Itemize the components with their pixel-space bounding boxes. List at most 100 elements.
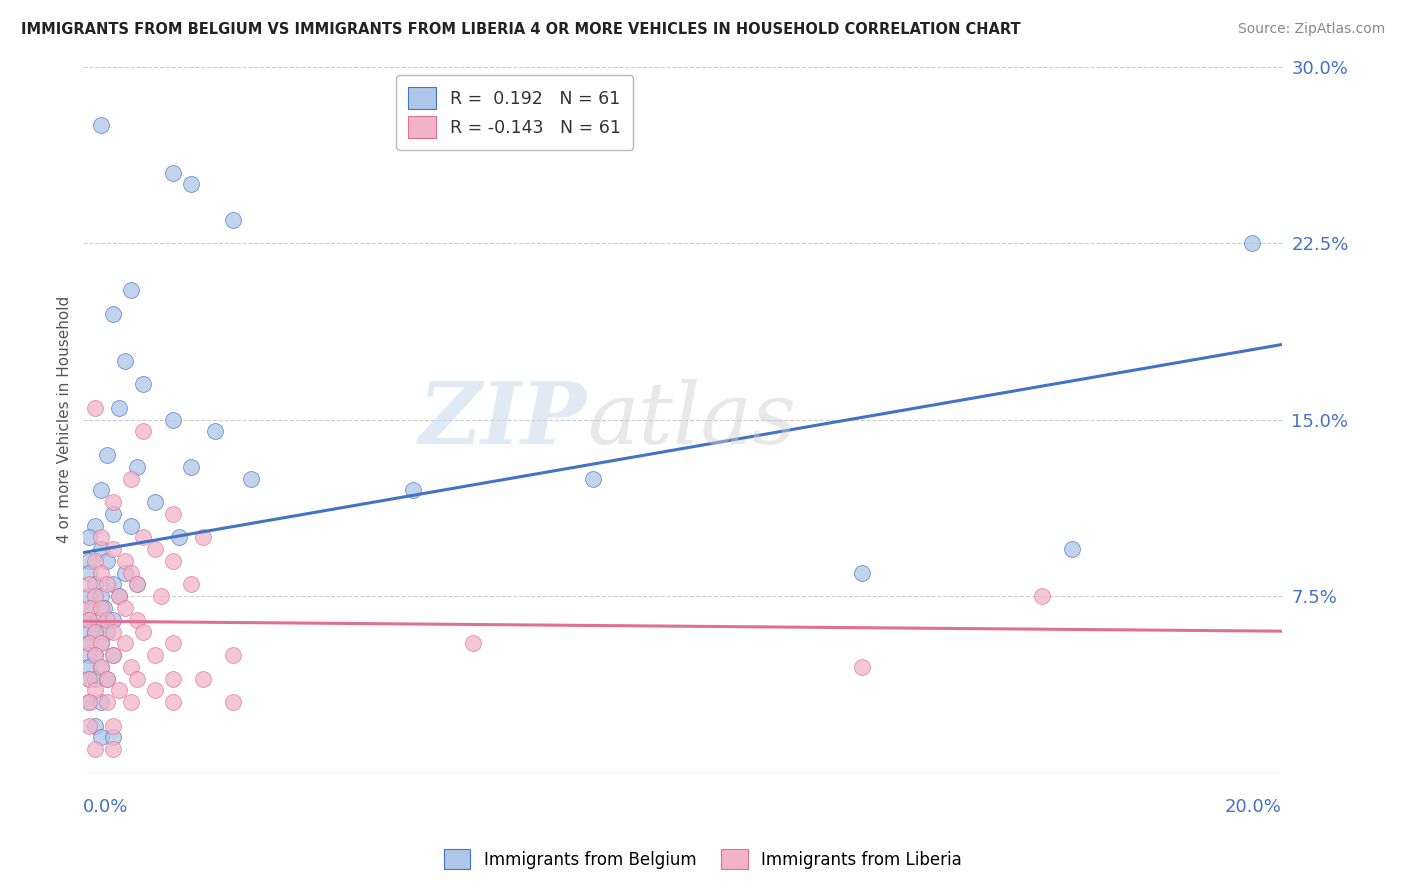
Point: [103, 648, 125, 662]
Point: [162, 507, 184, 521]
Point: [108, 401, 131, 415]
Point: [90, 660, 112, 674]
Point: [1031, 589, 1053, 603]
Point: [96, 577, 118, 591]
Point: [402, 483, 425, 498]
Point: [191, 672, 214, 686]
Point: [108, 589, 131, 603]
Point: [114, 554, 136, 568]
Point: [240, 471, 263, 485]
Point: [79, 530, 101, 544]
Point: [222, 695, 245, 709]
Point: [90, 483, 112, 498]
Point: [127, 577, 149, 591]
Point: [84, 577, 107, 591]
Point: [84, 624, 107, 639]
Point: [79, 636, 101, 650]
Point: [180, 178, 202, 192]
Point: [79, 589, 101, 603]
Point: [103, 507, 125, 521]
Point: [851, 660, 873, 674]
Point: [162, 165, 184, 179]
Point: [84, 518, 107, 533]
Point: [84, 554, 107, 568]
Point: [162, 554, 184, 568]
Point: [84, 683, 107, 698]
Point: [108, 589, 131, 603]
Point: [162, 636, 184, 650]
Point: [84, 719, 107, 733]
Text: ZIP: ZIP: [419, 378, 586, 461]
Legend: R =  0.192   N = 61, R = -0.143   N = 61: R = 0.192 N = 61, R = -0.143 N = 61: [396, 75, 633, 150]
Point: [82, 601, 104, 615]
Point: [84, 624, 107, 639]
Point: [79, 636, 101, 650]
Point: [79, 613, 101, 627]
Text: IMMIGRANTS FROM BELGIUM VS IMMIGRANTS FROM LIBERIA 4 OR MORE VEHICLES IN HOUSEHO: IMMIGRANTS FROM BELGIUM VS IMMIGRANTS FR…: [21, 22, 1021, 37]
Point: [79, 554, 101, 568]
Point: [84, 742, 107, 756]
Point: [90, 601, 112, 615]
Point: [103, 624, 125, 639]
Point: [79, 613, 101, 627]
Point: [96, 613, 118, 627]
Point: [84, 672, 107, 686]
Text: Source: ZipAtlas.com: Source: ZipAtlas.com: [1237, 22, 1385, 37]
Point: [79, 695, 101, 709]
Point: [120, 660, 142, 674]
Text: atlas: atlas: [586, 378, 796, 461]
Point: [114, 566, 136, 580]
Point: [851, 566, 873, 580]
Point: [150, 589, 173, 603]
Point: [120, 566, 142, 580]
Point: [132, 425, 155, 439]
Point: [103, 613, 125, 627]
Point: [79, 624, 101, 639]
Point: [90, 636, 112, 650]
Point: [204, 425, 226, 439]
Point: [120, 471, 142, 485]
Point: [90, 731, 112, 745]
Text: 20.0%: 20.0%: [1225, 797, 1282, 815]
Point: [103, 648, 125, 662]
Point: [103, 495, 125, 509]
Point: [108, 683, 131, 698]
Point: [103, 577, 125, 591]
Point: [143, 648, 166, 662]
Point: [90, 119, 112, 133]
Point: [90, 542, 112, 557]
Point: [96, 672, 118, 686]
Point: [127, 672, 149, 686]
Point: [162, 695, 184, 709]
Point: [90, 566, 112, 580]
Point: [114, 636, 136, 650]
Point: [114, 601, 136, 615]
Point: [103, 742, 125, 756]
Point: [120, 518, 142, 533]
Point: [79, 566, 101, 580]
Point: [127, 613, 149, 627]
Point: [132, 377, 155, 392]
Point: [167, 530, 190, 544]
Point: [87, 613, 110, 627]
Point: [79, 577, 101, 591]
Point: [127, 459, 149, 474]
Point: [96, 448, 118, 462]
Point: [132, 530, 155, 544]
Point: [143, 683, 166, 698]
Point: [90, 695, 112, 709]
Point: [120, 283, 142, 297]
Point: [79, 719, 101, 733]
Text: 0.0%: 0.0%: [83, 797, 129, 815]
Legend: Immigrants from Belgium, Immigrants from Liberia: Immigrants from Belgium, Immigrants from…: [434, 838, 972, 880]
Point: [120, 695, 142, 709]
Point: [84, 589, 107, 603]
Point: [84, 401, 107, 415]
Point: [581, 471, 603, 485]
Point: [162, 672, 184, 686]
Point: [79, 672, 101, 686]
Point: [79, 601, 101, 615]
Point: [90, 530, 112, 544]
Point: [222, 648, 245, 662]
Point: [103, 719, 125, 733]
